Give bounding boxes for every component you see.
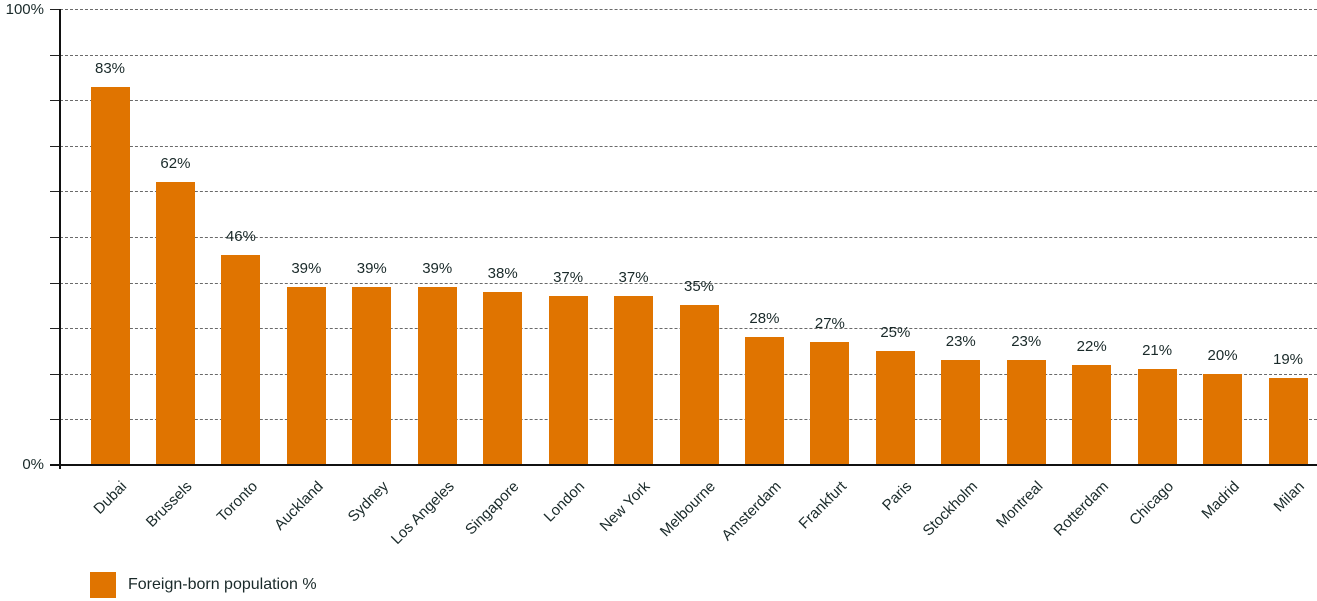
y-axis-line [59,9,61,469]
value-label: 25% [880,324,911,341]
legend-label: Foreign-born population % [128,576,317,593]
gridline [60,55,1317,56]
x-tick-label: Milan [1270,478,1309,516]
bar-paris [875,351,915,465]
bar-los-angeles [417,287,457,465]
x-tick-label: Auckland [270,478,327,534]
x-tick-label: Rotterdam [1050,478,1112,540]
value-label: 37% [618,269,649,287]
y-tick-mark [50,419,60,420]
bar-singapore [483,291,523,465]
value-label: 19% [1272,351,1304,369]
x-tick-label: Frankfurt [795,478,850,533]
value-label: 20% [1207,346,1238,364]
y-tick-mark [50,191,60,192]
bar-amsterdam [744,337,784,465]
value-label: 83% [94,59,126,77]
value-label: 37% [553,269,584,287]
y-tick-mark [50,374,60,375]
value-label: 23% [1011,333,1042,351]
x-tick-label: New York [596,478,654,535]
value-label: 62% [160,155,191,173]
x-tick-label: Singapore [462,478,523,539]
y-tick-mark [50,283,60,284]
legend-swatch [90,572,116,598]
value-label: 46% [225,228,256,246]
y-tick-mark [50,55,60,56]
gridline [60,146,1317,147]
value-label: 27% [814,314,845,332]
x-tick-label: Brussels [142,478,196,531]
bar-madrid [1203,373,1243,465]
x-tick-label: Sydney [344,478,392,526]
bar-dubai [90,86,130,465]
x-tick-label: Stockholm [919,478,981,540]
bar-london [548,296,588,465]
value-label: 28% [749,310,780,328]
value-label: 35% [683,278,715,296]
bar-rotterdam [1072,364,1112,465]
x-tick-label: Chicago [1126,478,1178,529]
bar-new-york [614,296,654,465]
bar-brussels [155,182,195,465]
value-label: 38% [487,264,518,282]
x-tick-label: Amsterdam [718,478,785,545]
value-label: 22% [1076,337,1107,355]
x-tick-label: Montreal [992,478,1047,532]
bar-auckland [286,287,326,465]
value-label: 23% [945,333,976,351]
y-tick-mark [50,146,60,147]
y-tick-mark [50,328,60,329]
x-tick-label: Los Angeles [387,478,458,548]
bar-montreal [1006,360,1046,465]
y-tick-mark [50,237,60,238]
bar-sydney [352,287,392,465]
value-label: 21% [1142,342,1173,360]
bar-toronto [221,255,261,465]
gridline [60,100,1317,101]
bar-melbourne [679,305,719,465]
y-tick-mark [50,100,60,101]
value-label: 39% [422,260,453,278]
bar-chicago [1137,369,1177,465]
gridline [60,191,1317,192]
x-tick-label: Toronto [213,478,261,526]
x-tick-label: Paris [879,478,916,515]
bar-milan [1268,378,1308,465]
x-tick-label: Madrid [1198,478,1243,523]
x-tick-label: Melbourne [656,478,720,541]
value-label: 39% [291,260,322,278]
bar-stockholm [941,360,981,465]
x-tick-label: London [540,478,589,526]
value-label: 39% [356,260,387,278]
x-axis-line [50,464,1317,466]
y-tick-label-100: 100% [5,1,44,18]
legend: Foreign-born population % [90,572,317,598]
gridline [60,237,1317,238]
x-tick-label: Dubai [90,478,131,518]
bar-frankfurt [810,341,850,465]
y-tick-mark [50,9,60,10]
y-tick-label-0: 0% [22,456,44,473]
gridline [60,9,1317,10]
gridline [60,283,1317,284]
